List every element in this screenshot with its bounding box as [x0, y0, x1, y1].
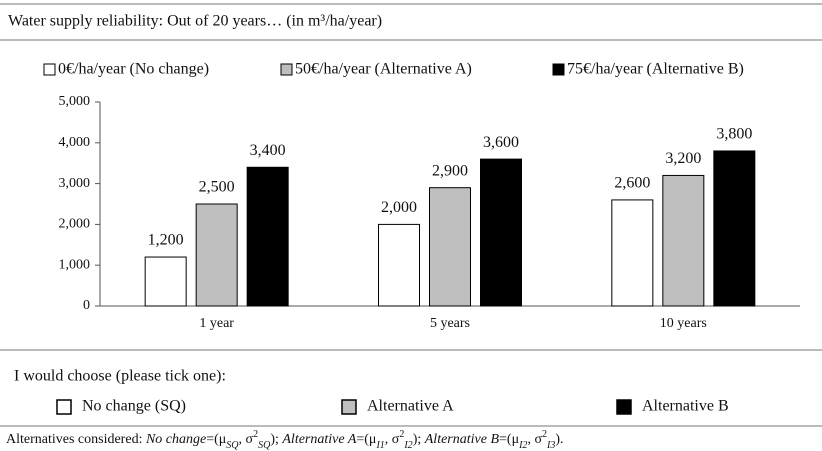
legend-label: 75€/ha/year (Alternative B) — [567, 61, 744, 78]
checkbox — [341, 399, 357, 415]
footnote-part: SQ — [226, 440, 239, 451]
y-tick-label: 5,000 — [59, 94, 91, 109]
legend-label: 0€/ha/year (No change) — [58, 61, 209, 78]
footnote-part: ). — [555, 432, 563, 447]
footnote-part: ); — [270, 432, 282, 447]
x-tick-label: 1 year — [199, 316, 234, 331]
x-tick-label: 10 years — [660, 316, 707, 331]
value-label: 3,600 — [483, 134, 519, 151]
footnote-part: , σ — [385, 432, 400, 447]
bar — [480, 158, 522, 307]
y-tick-label: 0 — [83, 298, 90, 313]
option-label: Alternative B — [642, 398, 729, 415]
chart-title: Water supply reliability: Out of 20 year… — [8, 13, 382, 30]
legend-swatch — [552, 63, 565, 76]
footnote-part: Alternative A — [281, 432, 356, 447]
value-label: 2,600 — [614, 175, 650, 192]
value-label: 2,500 — [199, 179, 235, 196]
choice-prompt: I would choose (please tick one): — [14, 368, 226, 385]
footnote-part: ); — [413, 432, 425, 447]
bar — [662, 174, 705, 307]
footnote-part: I3 — [546, 440, 555, 451]
footnote-part: Alternative B — [424, 432, 500, 447]
footnote-part: SQ — [258, 440, 271, 451]
footnote-part: I2 — [518, 440, 527, 451]
value-label: 3,200 — [665, 150, 701, 167]
bar — [429, 187, 471, 307]
footnote-part: 2 — [399, 429, 404, 440]
value-label: 3,400 — [250, 142, 286, 159]
y-tick-label: 2,000 — [59, 217, 91, 232]
footnote-part: , σ — [527, 432, 542, 447]
footnote-part: I1 — [375, 440, 384, 451]
value-label: 2,000 — [381, 199, 417, 216]
footnote-part: =(μ — [206, 432, 226, 447]
bar — [144, 256, 187, 307]
footnote-part: , σ — [239, 432, 254, 447]
option-label: No change (SQ) — [82, 398, 186, 415]
y-tick-label: 1,000 — [59, 257, 91, 272]
value-label: 2,900 — [432, 162, 468, 179]
bar — [611, 199, 654, 307]
bar — [246, 166, 289, 307]
footnote-part: I2 — [403, 440, 412, 451]
legend-swatch — [43, 63, 56, 76]
footnote-part: Alternatives considered: — [6, 432, 146, 447]
footnote-part: 2 — [542, 429, 547, 440]
legend-label: 50€/ha/year (Alternative A) — [295, 61, 472, 78]
value-label: 3,800 — [716, 126, 752, 143]
footnote-part: =(μ — [499, 432, 519, 447]
footnote-part: 2 — [253, 429, 258, 440]
value-label: 1,200 — [148, 232, 184, 249]
footnote-part: No change — [145, 432, 206, 447]
y-tick-label: 4,000 — [59, 135, 91, 150]
y-tick-label: 3,000 — [59, 176, 91, 191]
footnote: Alternatives considered: No change=(μSQ,… — [6, 429, 564, 451]
checkbox — [616, 399, 632, 415]
bar — [713, 150, 756, 307]
checkbox — [56, 399, 72, 415]
footnote-part: =(μ — [356, 432, 376, 447]
bar — [195, 203, 238, 307]
option-label: Alternative A — [367, 398, 454, 415]
x-tick-label: 5 years — [430, 316, 470, 331]
legend-swatch — [280, 63, 293, 76]
bar — [378, 223, 420, 307]
